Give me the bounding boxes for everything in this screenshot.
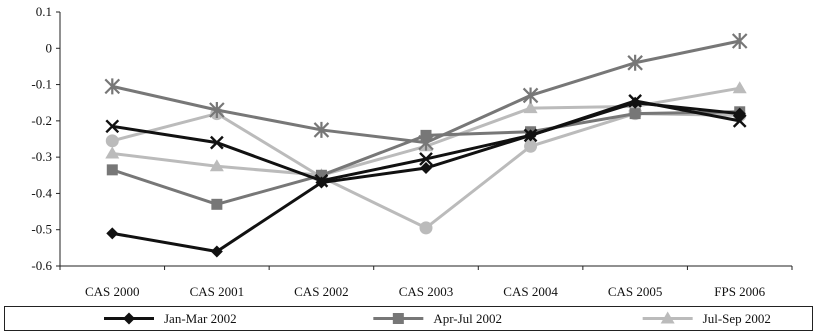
data-point-diamond <box>629 96 642 109</box>
data-point-square <box>106 164 118 176</box>
y-tick-label: -0.3 <box>31 149 52 164</box>
x-tick-label: CAS 2005 <box>608 284 663 299</box>
data-point-square <box>629 108 641 120</box>
y-tick-label: -0.2 <box>31 113 52 128</box>
data-point-diamond <box>524 129 537 142</box>
x-tick-label: CAS 2001 <box>190 284 245 299</box>
x-tick-label: CAS 2002 <box>294 284 349 299</box>
data-point-diamond <box>315 176 328 189</box>
data-point-triangle <box>209 159 224 172</box>
x-tick-label: FPS 2006 <box>714 284 765 299</box>
data-point-square <box>315 169 327 181</box>
y-tick-label: 0.1 <box>36 4 52 19</box>
data-point-diamond <box>420 162 432 175</box>
data-point-circle <box>105 134 119 148</box>
series-line <box>111 39 741 145</box>
data-point-square <box>420 129 432 141</box>
legend-marker-diamond <box>123 312 135 325</box>
data-point-star <box>627 54 643 71</box>
data-point-star <box>731 33 748 50</box>
data-point-x <box>105 119 120 134</box>
data-point-triangle <box>105 146 120 159</box>
data-point-diamond <box>106 227 119 240</box>
y-tick-label: 0 <box>46 40 53 55</box>
data-point-triangle <box>523 101 538 114</box>
legend-label: Apr-Jul 2002 <box>433 311 502 326</box>
data-point-star <box>313 121 330 138</box>
series-group <box>106 96 746 258</box>
data-point-star <box>209 101 225 118</box>
y-tick-label: -0.1 <box>31 77 52 92</box>
legend-label: Jul-Sep 2002 <box>703 311 771 326</box>
y-tick-label: -0.4 <box>31 185 52 200</box>
legend-marker-square <box>392 313 404 324</box>
data-point-square <box>211 198 223 210</box>
y-tick-label: -0.6 <box>31 258 52 273</box>
y-tick-label: -0.5 <box>31 222 52 237</box>
data-point-diamond <box>733 107 746 120</box>
data-point-x <box>419 152 433 166</box>
legend-marker-triangle <box>660 311 675 324</box>
legend-label: Jan-Mar 2002 <box>164 311 237 326</box>
x-tick-label: CAS 2000 <box>85 284 140 299</box>
data-point-star <box>104 78 121 95</box>
data-point-x <box>210 135 224 150</box>
legend-item: Jul-Sep 2002 <box>642 311 771 326</box>
data-point-circle <box>419 221 433 235</box>
legend-item: Jan-Mar 2002 <box>104 311 237 326</box>
series-group <box>104 33 748 151</box>
data-point-star <box>522 87 539 104</box>
data-point-circle <box>524 139 538 153</box>
legend-item: Apr-Jul 2002 <box>373 311 502 326</box>
data-point-x <box>732 114 747 128</box>
data-point-diamond <box>210 245 223 258</box>
x-tick-label: CAS 2004 <box>503 284 558 299</box>
x-tick-label: CAS 2003 <box>399 284 454 299</box>
data-point-triangle <box>732 81 747 94</box>
